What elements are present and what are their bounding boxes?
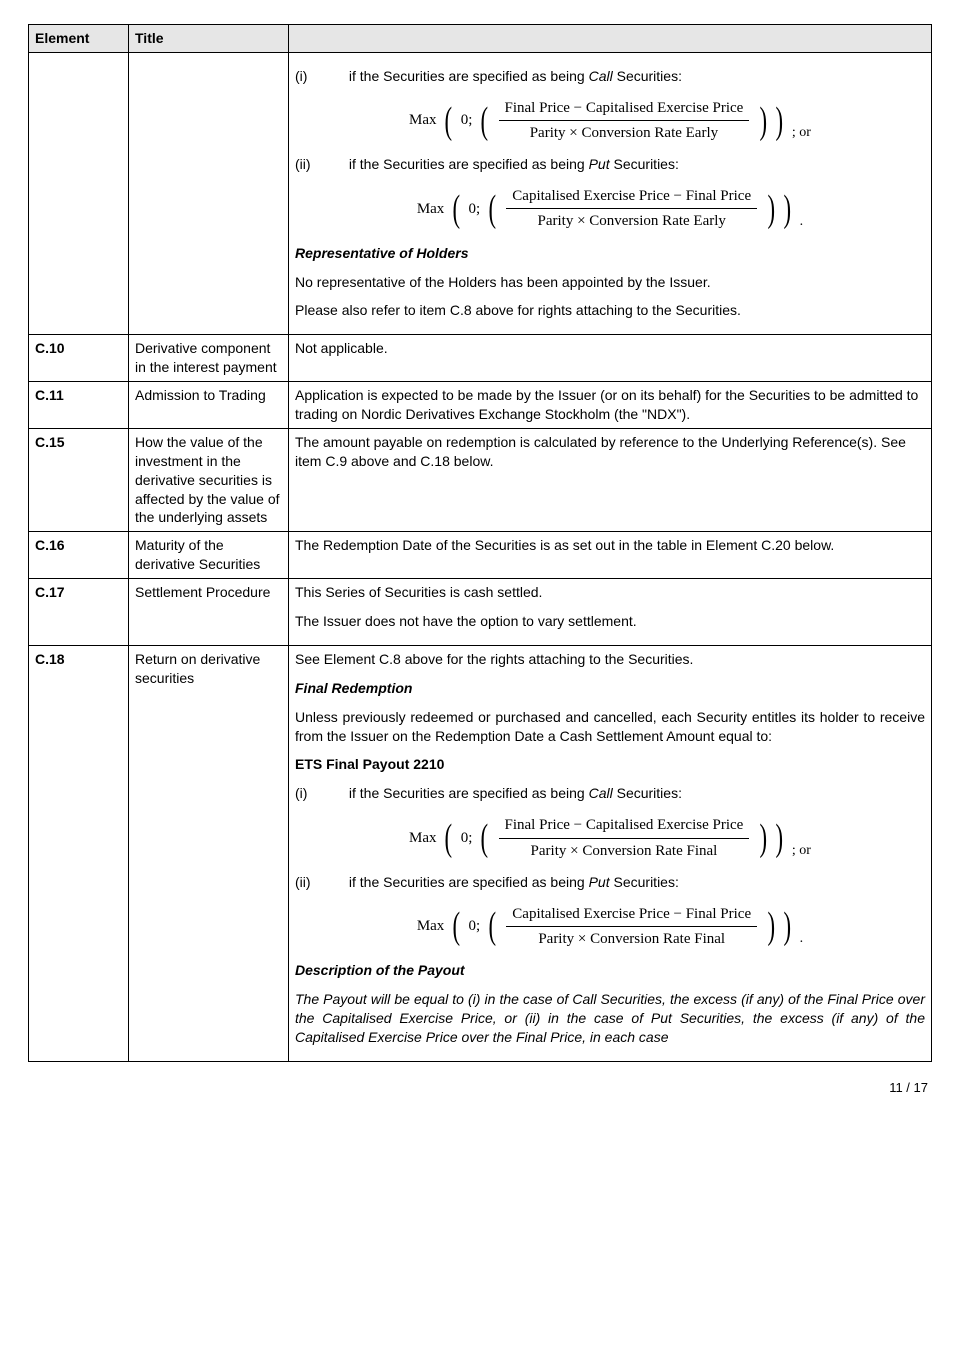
cell-content: This Series of Securities is cash settle… (289, 579, 932, 646)
cell-content: Application is expected to be made by th… (289, 382, 932, 429)
c18-intro: See Element C.8 above for the rights att… (295, 650, 925, 669)
cell-content: See Element C.8 above for the rights att… (289, 645, 932, 1061)
cell-element (29, 52, 129, 334)
table-header-row: Element Title (29, 25, 932, 53)
list-index: (i) (295, 67, 345, 86)
cell-title: How the value of the investment in the d… (129, 428, 289, 531)
table-row: C.15 How the value of the investment in … (29, 428, 932, 531)
cell-content: Not applicable. (289, 335, 932, 382)
cell-title (129, 52, 289, 334)
settlement-text-2: The Issuer does not have the option to v… (295, 612, 925, 631)
cell-title: Settlement Procedure (129, 579, 289, 646)
formula-put-final: Max ( 0; ( Capitalised Exercise Price − … (295, 904, 925, 950)
list-item-i: (i) if the Securities are specified as b… (295, 67, 925, 86)
table-row: (i) if the Securities are specified as b… (29, 52, 932, 334)
payout-desc-text: The Payout will be equal to (i) in the c… (295, 990, 925, 1047)
rep-holders-text: No representative of the Holders has bee… (295, 273, 925, 292)
cell-element: C.17 (29, 579, 129, 646)
cell-title: Admission to Trading (129, 382, 289, 429)
cell-element: C.15 (29, 428, 129, 531)
cell-content: (i) if the Securities are specified as b… (289, 52, 932, 334)
formula-call-early: Max ( 0; ( Final Price − Capitalised Exe… (295, 98, 925, 144)
list-index: (ii) (295, 873, 345, 892)
list-item-ii: (ii) if the Securities are specified as … (295, 873, 925, 892)
page-number: 11 / 17 (28, 1080, 932, 1095)
table-row: C.16 Maturity of the derivative Securiti… (29, 532, 932, 579)
final-redemption-text: Unless previously redeemed or purchased … (295, 708, 925, 746)
cell-content: The amount payable on redemption is calc… (289, 428, 932, 531)
header-element: Element (29, 25, 129, 53)
ets-heading: ETS Final Payout 2210 (295, 755, 925, 774)
settlement-text-1: This Series of Securities is cash settle… (295, 583, 925, 602)
list-text: if the Securities are specified as being… (349, 785, 682, 801)
table-row: C.10 Derivative component in the interes… (29, 335, 932, 382)
cell-title: Return on derivative securities (129, 645, 289, 1061)
list-text: if the Securities are specified as being… (349, 156, 679, 172)
formula-put-early: Max ( 0; ( Capitalised Exercise Price − … (295, 186, 925, 232)
formula-call-final: Max ( 0; ( Final Price − Capitalised Exe… (295, 815, 925, 861)
payout-desc-heading: Description of the Payout (295, 961, 925, 980)
table-row: C.18 Return on derivative securities See… (29, 645, 932, 1061)
list-index: (i) (295, 784, 345, 803)
list-text: if the Securities are specified as being… (349, 68, 682, 84)
summary-table: Element Title (i) if the Securities are … (28, 24, 932, 1062)
cell-content: The Redemption Date of the Securities is… (289, 532, 932, 579)
ref-text: Please also refer to item C.8 above for … (295, 301, 925, 320)
cell-element: C.18 (29, 645, 129, 1061)
table-row: C.17 Settlement Procedure This Series of… (29, 579, 932, 646)
cell-element: C.16 (29, 532, 129, 579)
list-index: (ii) (295, 155, 345, 174)
cell-element: C.11 (29, 382, 129, 429)
final-redemption-heading: Final Redemption (295, 679, 925, 698)
cell-title: Derivative component in the interest pay… (129, 335, 289, 382)
cell-title: Maturity of the derivative Securities (129, 532, 289, 579)
table-row: C.11 Admission to Trading Application is… (29, 382, 932, 429)
list-item-ii: (ii) if the Securities are specified as … (295, 155, 925, 174)
list-item-i: (i) if the Securities are specified as b… (295, 784, 925, 803)
cell-element: C.10 (29, 335, 129, 382)
rep-holders-heading: Representative of Holders (295, 244, 925, 263)
header-empty (289, 25, 932, 53)
header-title: Title (129, 25, 289, 53)
list-text: if the Securities are specified as being… (349, 874, 679, 890)
